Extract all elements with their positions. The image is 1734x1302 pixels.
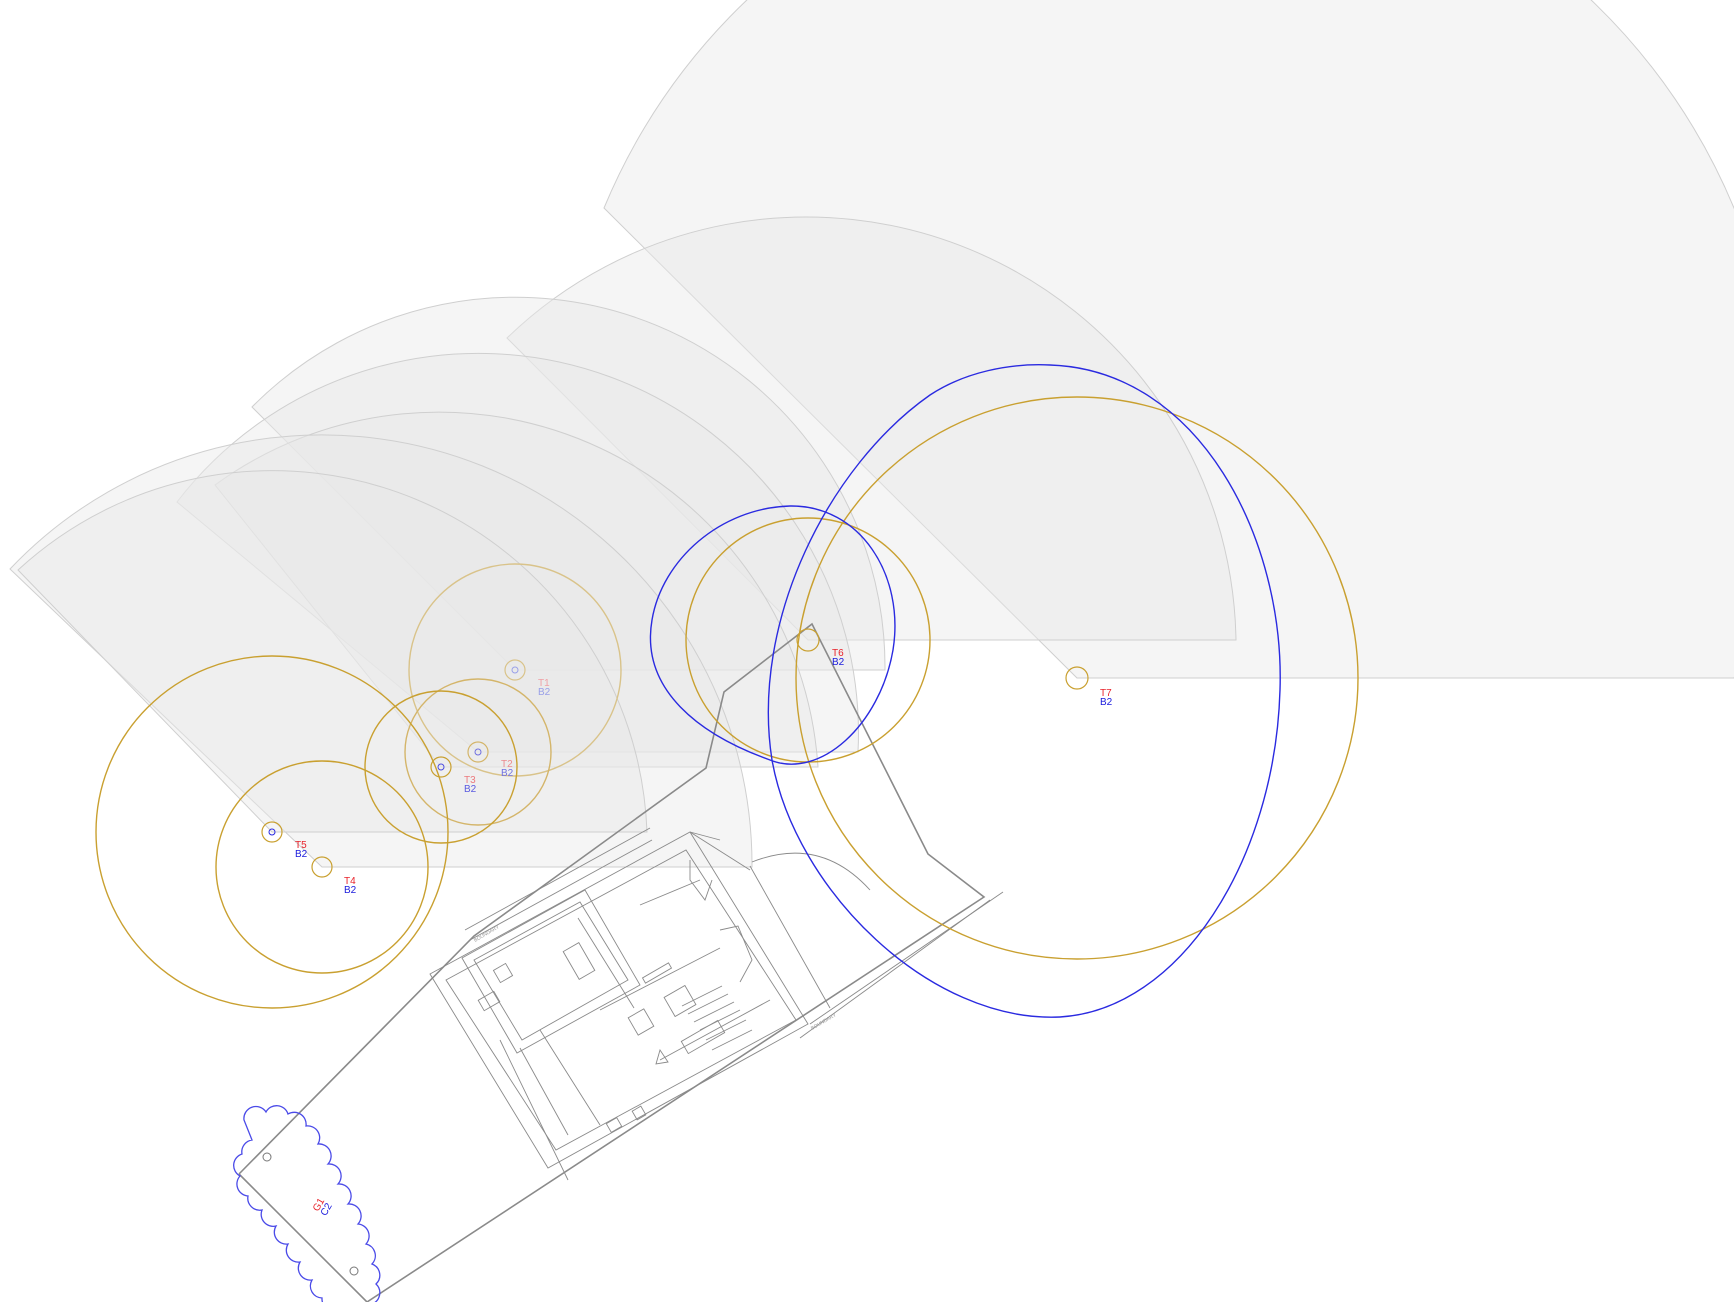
crown-shadow-t7	[603, 0, 1734, 679]
trunk-t3-core	[437, 763, 445, 771]
cooker	[492, 962, 514, 984]
group-g1-trunk-b	[349, 1266, 359, 1276]
trunk-t3	[430, 756, 452, 778]
sofa	[680, 1019, 726, 1055]
coffee-table	[663, 984, 697, 1018]
dining-table	[562, 942, 596, 980]
label-t3-category: B2	[464, 784, 477, 795]
label-t5-id: T5	[295, 840, 307, 851]
label-t1-id: T1	[538, 678, 550, 689]
rpa-t2	[404, 678, 552, 826]
trunk-t4	[311, 856, 333, 878]
wall-5	[659, 999, 771, 1061]
rpa-t7	[795, 396, 1359, 960]
trunk-t1-core	[511, 666, 519, 674]
site-boundary	[238, 622, 986, 1302]
crown-shadow-t1	[251, 296, 886, 671]
rpa-t5	[95, 655, 449, 1009]
rear-garden-line	[689, 831, 751, 871]
patio-curve	[751, 852, 871, 891]
rpa-t4	[215, 760, 429, 974]
wall-annotations: BOUNDARY BOUNDARY	[473, 924, 838, 1032]
label-t6-id: T6	[832, 648, 844, 659]
house-outer-wall	[429, 831, 809, 1169]
trunk-t5-core	[268, 828, 276, 836]
canopy-t6	[649, 505, 896, 765]
staircase	[681, 985, 753, 1051]
house-inner-wall	[445, 849, 797, 1151]
crown-shadow-t5	[17, 470, 648, 833]
tree-group-g1	[233, 1105, 381, 1302]
armchair	[627, 1008, 655, 1036]
tree-trunks	[261, 628, 1089, 878]
wall-6	[519, 1047, 569, 1136]
label-t2-category: B2	[501, 768, 514, 779]
canopy-outlines	[649, 364, 1281, 1018]
wall-3	[539, 1029, 601, 1126]
wall-1	[577, 917, 635, 1009]
trunk-t2-core	[474, 748, 482, 756]
kitchen-outline	[461, 889, 641, 1054]
crown-shadow-t4	[9, 434, 753, 868]
group-g1-trunk-a	[262, 1152, 272, 1162]
label-t5-category: B2	[295, 849, 308, 860]
rpa-t3	[364, 690, 518, 844]
crown-shadow-t3	[214, 411, 819, 768]
trunk-t1	[504, 659, 526, 681]
label-t6-category: B2	[832, 657, 845, 668]
plant-symbol	[655, 1048, 669, 1065]
site-plan	[238, 622, 986, 1302]
fireplace	[641, 962, 673, 984]
label-t7-category: B2	[1100, 697, 1113, 708]
garden-wall	[499, 1039, 569, 1181]
wc	[605, 1117, 623, 1133]
group-g1-outline	[233, 1105, 381, 1302]
trunk-t5	[261, 821, 283, 843]
rpa-t1	[408, 563, 622, 777]
boundary-note-right: BOUNDARY	[810, 1012, 838, 1032]
sink-unit	[477, 990, 501, 1012]
party-wall-right-2	[799, 899, 991, 1039]
label-t4-id: T4	[344, 876, 356, 887]
label-t4-category: B2	[344, 885, 357, 896]
kitchen-inner	[473, 901, 629, 1041]
basin	[631, 1105, 647, 1121]
side-passage-1	[749, 865, 831, 1009]
trunk-t6	[796, 628, 820, 652]
crown-shadow-t6	[506, 216, 1237, 641]
label-t2-id: T2	[501, 759, 513, 770]
wall-4	[599, 947, 721, 1011]
trunk-t2	[467, 741, 489, 763]
crown-shadow-t2	[176, 352, 859, 753]
crown-shadows	[9, 0, 1734, 868]
bay-window	[719, 925, 753, 983]
party-wall-left-2	[469, 839, 653, 941]
rpa-circles	[95, 396, 1359, 1009]
bay-window-front	[689, 860, 713, 901]
label-t3-id: T3	[464, 775, 476, 786]
building-footprint	[429, 827, 1004, 1181]
label-t7-id: T7	[1100, 688, 1112, 699]
label-t1-category: B2	[538, 687, 551, 698]
wall-2	[639, 879, 701, 906]
canopy-t7	[767, 364, 1281, 1018]
party-wall-left	[464, 827, 651, 931]
trunk-t7	[1065, 666, 1089, 690]
side-passage-2	[689, 831, 721, 841]
